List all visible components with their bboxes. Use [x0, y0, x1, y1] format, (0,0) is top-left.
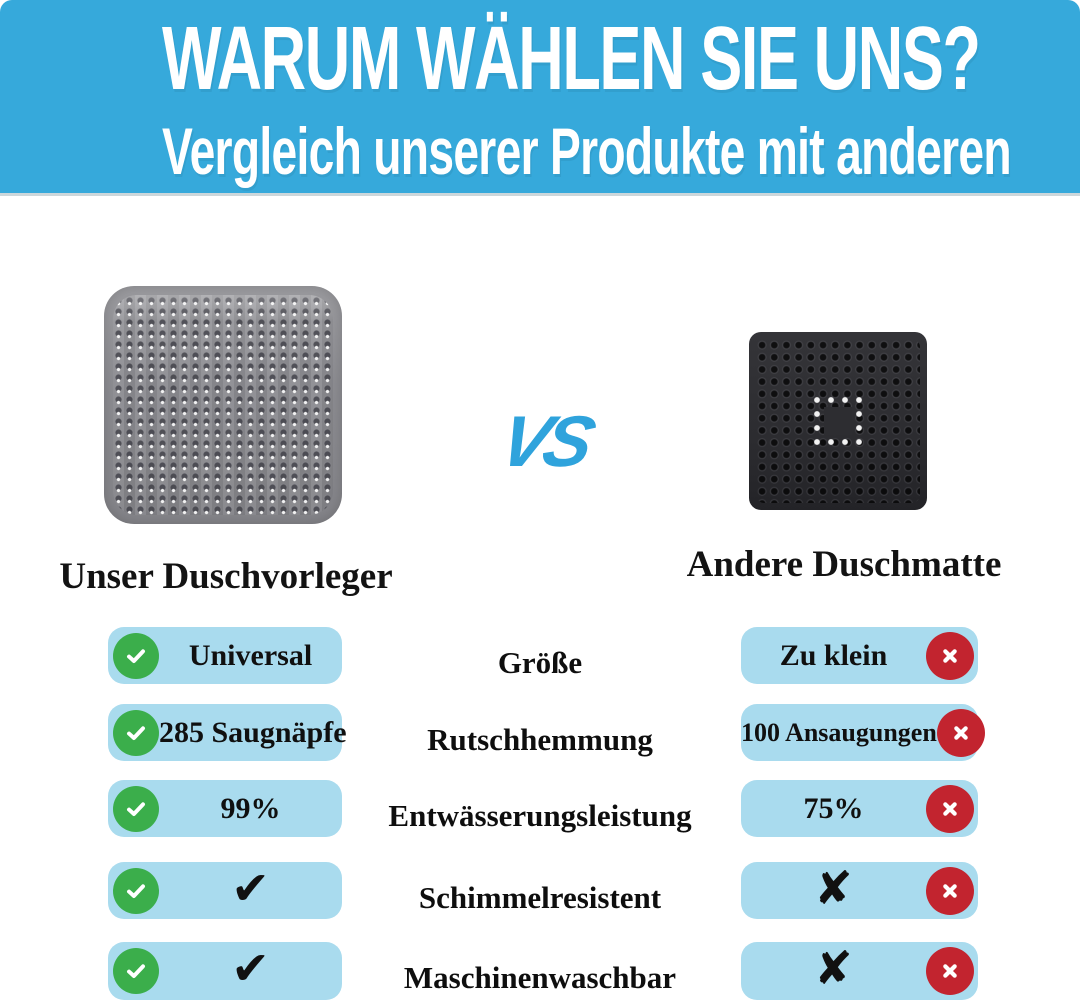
- check-icon: [113, 867, 159, 914]
- feature-label: Größe: [497, 644, 583, 680]
- page-title: WARUM WÄHLEN SIE UNS?: [162, 9, 981, 109]
- competitor-value-pill: ✘: [741, 941, 978, 1000]
- our-value: ✔: [231, 860, 270, 915]
- header-banner: WARUM WÄHLEN SIE UNS? Vergleich unserer …: [0, 0, 1080, 196]
- feature-label: Entwässerungsleistung: [388, 797, 692, 833]
- our-product-image: [104, 286, 342, 524]
- cross-icon: [926, 784, 974, 833]
- our-value-pill: ✔: [108, 941, 342, 1000]
- competitor-value-pill: 75%: [741, 780, 978, 837]
- page-subtitle: Vergleich unserer Produkte mit anderen: [162, 114, 1012, 188]
- check-icon: [113, 632, 159, 679]
- competitor-value-pill: Zu klein: [741, 627, 978, 684]
- competitor-value: ✘: [814, 941, 853, 995]
- competitor-value: 100 Ansaugungen: [741, 717, 937, 747]
- competitor-product-label: Andere Duschmatte: [686, 544, 1002, 585]
- our-value-pill: 285 Saugnäpfe: [108, 704, 347, 761]
- our-value: Universal: [188, 638, 313, 672]
- cross-icon: [926, 631, 974, 680]
- feature-label: Rutschhemmung: [427, 721, 653, 757]
- cross-icon: [926, 947, 974, 995]
- comparison-row: ✔ Schimmelresistent ✘: [0, 860, 1080, 919]
- our-value-pill: 99%: [108, 780, 342, 837]
- comparison-row: ✔ Maschinenwaschbar ✘: [0, 941, 1080, 1000]
- check-icon: [113, 785, 159, 832]
- vs-label: VS: [492, 402, 603, 482]
- competitor-value: Zu klein: [779, 638, 888, 672]
- competitor-value-pill: 100 Ansaugungen: [741, 704, 985, 761]
- competitor-value: 75%: [803, 791, 864, 825]
- suction-cup-texture: [113, 295, 333, 515]
- our-value: 99%: [220, 791, 281, 825]
- our-value: 285 Saugnäpfe: [159, 715, 347, 749]
- feature-label: Schimmelresistent: [418, 879, 662, 915]
- cross-icon: [936, 708, 985, 757]
- vs-icon: VS: [482, 398, 606, 486]
- check-icon: [113, 948, 159, 994]
- cross-icon: [926, 866, 974, 915]
- comparison-row: 99% Entwässerungsleistung 75%: [0, 780, 1080, 837]
- competitor-product-image: [749, 332, 927, 510]
- our-value-pill: Universal: [108, 627, 342, 684]
- our-value: ✔: [231, 941, 270, 995]
- check-icon: [113, 709, 159, 756]
- comparison-row: Universal Größe Zu klein: [0, 627, 1080, 684]
- drain-holes: [810, 393, 866, 449]
- our-value-pill: ✔: [108, 860, 342, 919]
- comparison-row: 285 Saugnäpfe Rutschhemmung 100 Ansaugun…: [0, 704, 1080, 761]
- our-product-label: Unser Duschvorleger: [59, 556, 393, 597]
- feature-label: Maschinenwaschbar: [403, 960, 677, 995]
- competitor-value: ✘: [814, 860, 853, 915]
- competitor-value-pill: ✘: [741, 860, 978, 919]
